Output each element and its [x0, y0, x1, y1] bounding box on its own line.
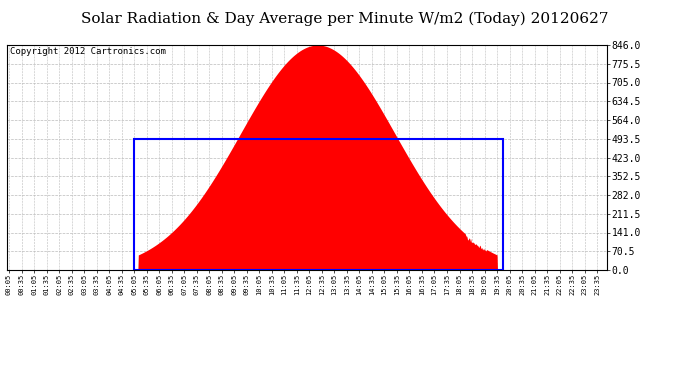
Text: Copyright 2012 Cartronics.com: Copyright 2012 Cartronics.com	[10, 47, 166, 56]
Bar	[134, 139, 503, 270]
Text: Solar Radiation & Day Average per Minute W/m2 (Today) 20120627: Solar Radiation & Day Average per Minute…	[81, 11, 609, 26]
